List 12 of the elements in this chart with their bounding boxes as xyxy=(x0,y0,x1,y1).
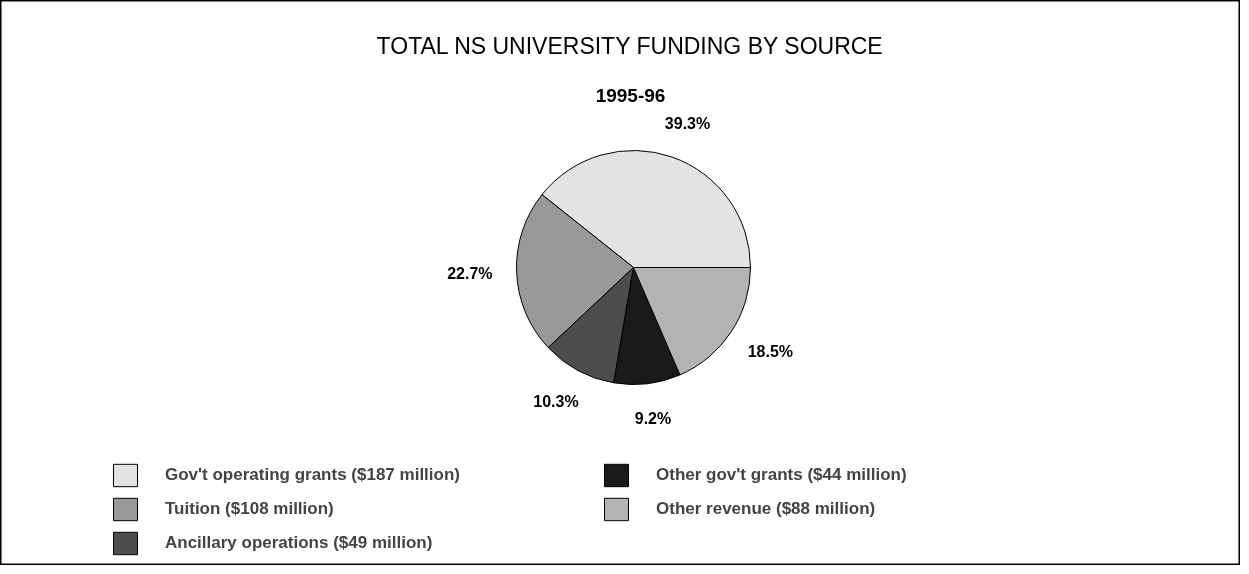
chart-title: TOTAL NS UNIVERSITY FUNDING BY SOURCE xyxy=(376,32,883,59)
data-label: 39.3% xyxy=(664,115,711,133)
data-label: 10.3% xyxy=(533,392,579,410)
data-label: 9.2% xyxy=(634,410,672,428)
legend-label: Other gov't grants ($44 million) xyxy=(656,465,908,485)
legend-label: Gov't operating grants ($187 million) xyxy=(165,465,461,485)
legend-label: Ancillary operations ($49 million) xyxy=(165,533,434,553)
chart-subtitle: 1995-96 xyxy=(595,85,666,106)
data-label: 18.5% xyxy=(747,342,794,360)
legend-label: Other revenue ($88 million) xyxy=(656,499,877,519)
data-label: 22.7% xyxy=(447,265,493,283)
legend-label: Tuition ($108 million) xyxy=(165,499,335,519)
